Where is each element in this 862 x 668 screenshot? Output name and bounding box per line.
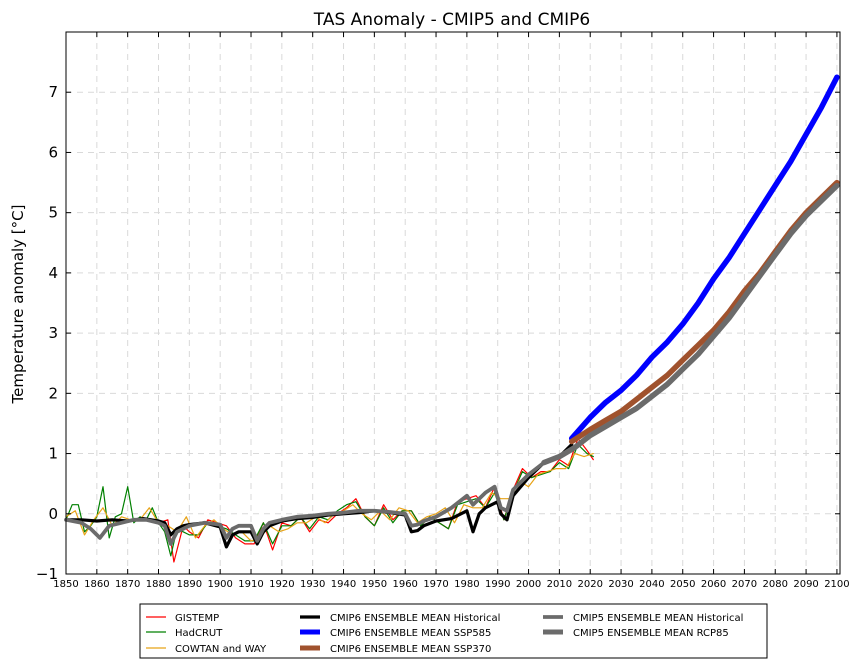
legend-label-3: CMIP6 ENSEMBLE MEAN Historical — [330, 613, 500, 624]
series-line-4 — [568, 74, 840, 442]
y-tick-label: 3 — [48, 324, 58, 342]
legend-label-4: CMIP6 ENSEMBLE MEAN SSP585 — [330, 628, 491, 639]
x-tick-label: 2060 — [701, 579, 726, 590]
ticks: 1850 1860 1870 1880 1890 1900 1910 1920 1930 1940… — [36, 32, 850, 590]
x-tick-label: 1970 — [423, 579, 448, 590]
x-tick-label: 1880 — [146, 579, 171, 590]
x-tick-label: 2000 — [516, 579, 541, 590]
x-tick-label: 1860 — [84, 579, 109, 590]
y-tick-label: 4 — [48, 264, 58, 282]
series-line-7 — [541, 182, 840, 466]
y-tick-label: −1 — [36, 565, 58, 583]
x-tick-label: 1980 — [454, 579, 479, 590]
x-tick-label: 1850 — [53, 579, 78, 590]
x-tick-label: 1910 — [238, 579, 263, 590]
x-tick-label: 1890 — [177, 579, 202, 590]
x-tick-label: 2040 — [639, 579, 664, 590]
x-tick-label: 1950 — [362, 579, 387, 590]
x-tick-label: 2050 — [670, 579, 695, 590]
series-line-2 — [65, 453, 594, 542]
x-tick-label: 1960 — [392, 579, 417, 590]
legend: GISTEMP HadCRUT COWTAN and WAY CMIP6 ENSEMB… — [139, 603, 768, 659]
x-tick-label: 2030 — [608, 579, 633, 590]
legend-label-1: HadCRUT — [175, 628, 223, 639]
y-tick-label: 1 — [48, 445, 58, 463]
series-line-5 — [568, 179, 840, 445]
chart-title: TAS Anomaly - CMIP5 and CMIP6 — [313, 10, 590, 30]
plot-frame — [65, 31, 841, 575]
y-tick-label: 6 — [48, 143, 58, 161]
x-tick-label: 1900 — [207, 579, 232, 590]
y-tick-label: 5 — [48, 204, 58, 222]
x-tick-label: 2100 — [824, 579, 849, 590]
x-tick-label: 1930 — [300, 579, 325, 590]
legend-box — [139, 603, 768, 659]
y-axis-label: Temperature anomaly [°C] — [9, 205, 27, 405]
legend-label-0: GISTEMP — [175, 613, 219, 624]
x-tick-label: 2020 — [577, 579, 602, 590]
x-tick-label: 1870 — [115, 579, 140, 590]
series-line-6 — [64, 460, 546, 546]
y-tick-label: 2 — [48, 384, 58, 402]
legend-label-5: CMIP6 ENSEMBLE MEAN SSP370 — [330, 644, 491, 655]
grid — [65, 32, 840, 575]
x-tick-label: 2070 — [732, 579, 757, 590]
x-tick-label: 1940 — [331, 579, 356, 590]
legend-label-6: CMIP5 ENSEMBLE MEAN Historical — [573, 613, 743, 624]
legend-label-2: COWTAN and WAY — [175, 644, 267, 655]
x-tick-label: 1920 — [269, 579, 294, 590]
series-line-1 — [65, 443, 594, 557]
y-tick-label: 7 — [48, 83, 58, 101]
y-tick-label: 0 — [48, 505, 58, 523]
series-layer — [64, 74, 840, 563]
x-tick-label: 2080 — [763, 579, 788, 590]
x-tick-label: 2090 — [793, 579, 818, 590]
x-tick-label: 1990 — [485, 579, 510, 590]
x-tick-label: 2010 — [547, 579, 572, 590]
legend-label-7: CMIP5 ENSEMBLE MEAN RCP85 — [573, 628, 729, 639]
